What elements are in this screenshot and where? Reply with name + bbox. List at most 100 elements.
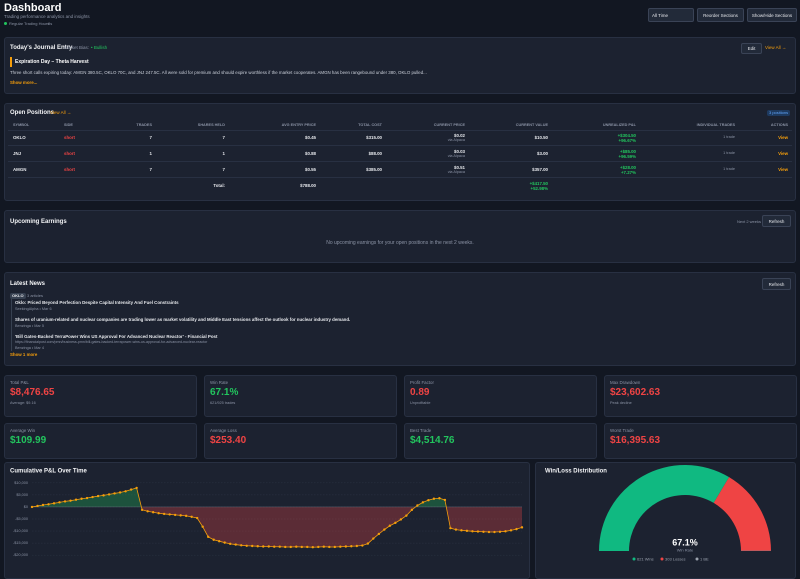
pnl-point xyxy=(278,545,281,548)
pnl-chart-card xyxy=(4,462,530,579)
pnl-point xyxy=(394,521,397,525)
news-headline[interactable]: Oklo: Priced Beyond Perfection Despite C… xyxy=(15,300,179,305)
stat-value: 67.1% xyxy=(210,387,239,398)
pnl-point xyxy=(69,499,72,502)
entry-title: Expiration Day – Theta Harvest xyxy=(15,59,89,65)
pnl-point xyxy=(498,530,502,533)
cell-current-price: $0.51 xyxy=(454,165,465,170)
column-header: TRADES xyxy=(136,123,152,127)
show-more[interactable]: Show more... xyxy=(10,80,38,85)
pnl-point xyxy=(240,544,243,547)
news-headline[interactable]: Shares of uranium-related and nuclear co… xyxy=(15,317,351,322)
pnl-point xyxy=(190,515,193,519)
cell-symbol: OKLO xyxy=(13,135,26,140)
edit-button[interactable]: Edit xyxy=(741,43,762,54)
pnl-point xyxy=(366,542,370,545)
stat-label: Best Trade xyxy=(410,428,432,433)
legend-swatch xyxy=(695,557,699,561)
pnl-point xyxy=(157,512,160,515)
stat-label: Max Drawdown xyxy=(610,380,641,385)
stat-value: $8,476.65 xyxy=(10,387,55,398)
stat-label: Profit Factor xyxy=(410,380,434,385)
pnl-point xyxy=(289,545,292,549)
pnl-point xyxy=(427,498,430,502)
pnl-point xyxy=(432,497,436,500)
stat-card xyxy=(204,375,397,417)
cell-current-value: $357.00 xyxy=(532,167,548,172)
pnl-point xyxy=(355,544,359,548)
y-tick-label: $10,000 xyxy=(14,481,28,485)
pnl-point xyxy=(262,545,265,548)
cell-action[interactable]: View xyxy=(778,135,788,140)
journal-view-all[interactable]: View All → xyxy=(765,45,787,50)
pnl-point xyxy=(421,501,425,504)
news-headline[interactable]: 'Bill Gates-Backed TerraPower Wins US Ap… xyxy=(15,334,218,339)
total-pnl-pct: +52.98% xyxy=(530,186,548,191)
news-show-more[interactable]: Show 1 more xyxy=(10,352,38,357)
y-tick-label: $0 xyxy=(24,505,28,509)
cell-action[interactable]: View xyxy=(778,151,788,156)
show-hide-button[interactable]: Show/Hide Sections xyxy=(747,8,797,22)
column-header: AVG ENTRY PRICE xyxy=(281,123,316,127)
pnl-point xyxy=(102,494,105,497)
pnl-point xyxy=(195,516,199,520)
stat-card xyxy=(404,375,597,417)
stat-note: Average: $9.16 xyxy=(10,401,36,405)
news-source: Benzinga • Mar 4 xyxy=(15,346,44,350)
column-header: CURRENT VALUE xyxy=(515,123,548,127)
pnl-point xyxy=(256,545,259,548)
stat-value: $16,395.63 xyxy=(610,435,661,446)
cell-individual: 1 trade xyxy=(723,151,735,155)
journal-card xyxy=(4,37,796,94)
pnl-point xyxy=(515,527,518,531)
pnl-point xyxy=(273,545,276,548)
cell-pnl: +$304.50 xyxy=(617,133,636,138)
pnl-point xyxy=(30,505,34,509)
area-positive xyxy=(32,487,522,507)
pnl-point xyxy=(168,513,171,516)
pnl-point xyxy=(118,491,122,494)
legend-label: 1 BE xyxy=(700,556,709,561)
positions-card xyxy=(4,103,796,201)
pnl-point xyxy=(377,532,381,536)
pnl-point xyxy=(267,545,270,548)
news-refresh[interactable]: Refresh xyxy=(762,278,791,290)
cell-avg-entry: $0.88 xyxy=(305,151,316,156)
pnl-point xyxy=(96,494,100,498)
cell-price-source: via Alpaca xyxy=(447,170,465,174)
positions-title: Open Positions xyxy=(10,110,55,116)
stat-label: Average Win xyxy=(10,428,36,433)
positions-count: 3 positions xyxy=(767,110,791,116)
y-tick-label: -$15,000 xyxy=(13,541,28,545)
pnl-point xyxy=(80,497,83,500)
cell-current-value: $3.00 xyxy=(537,151,548,156)
pnl-point xyxy=(317,545,320,549)
range-select[interactable]: All Time xyxy=(648,8,694,22)
pnl-point xyxy=(234,543,237,546)
news-url: https://financialpost.com/pmn/business-p… xyxy=(15,339,208,344)
pnl-point xyxy=(41,503,45,507)
cell-action[interactable]: View xyxy=(778,167,788,172)
earnings-refresh[interactable]: Refresh xyxy=(762,215,791,227)
legend-label: 303 Losses xyxy=(665,556,685,561)
page-title: Dashboard xyxy=(4,2,62,14)
pnl-point xyxy=(47,503,50,506)
pnl-point xyxy=(124,490,127,493)
pnl-point xyxy=(113,492,116,495)
pnl-point xyxy=(405,514,408,517)
pnl-point xyxy=(245,544,248,547)
earnings-title: Upcoming Earnings xyxy=(10,219,67,225)
pnl-point xyxy=(416,504,419,507)
cell-total-cost: $385.00 xyxy=(366,167,382,172)
news-source: Benzinga • Mar 5 xyxy=(15,324,44,328)
y-tick-label: $5,000 xyxy=(16,493,28,497)
stat-label: Total P&L xyxy=(10,380,29,385)
cell-avg-entry: $0.55 xyxy=(305,167,316,172)
cell-shares: 1 xyxy=(222,151,225,156)
pnl-point xyxy=(85,496,89,500)
pnl-point xyxy=(487,530,491,534)
positions-view-all[interactable]: View All → xyxy=(50,110,72,115)
pnl-point xyxy=(201,525,204,528)
reorder-button[interactable]: Reorder Sections xyxy=(697,8,744,22)
